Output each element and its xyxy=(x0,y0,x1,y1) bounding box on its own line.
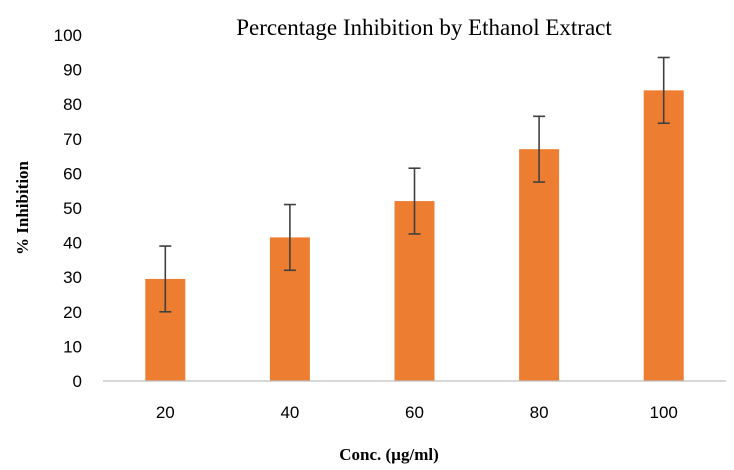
error-bars-group xyxy=(159,56,670,313)
x-tick-label: 60 xyxy=(405,403,424,422)
y-tick-label: 60 xyxy=(63,164,82,183)
y-tick-label: 70 xyxy=(63,130,82,149)
bar-80 xyxy=(519,149,560,381)
y-axis-label: % Inhibition xyxy=(13,160,32,255)
y-tick-label: 80 xyxy=(63,95,82,114)
x-tick-label: 40 xyxy=(280,403,299,422)
y-tick-label: 10 xyxy=(63,337,82,356)
x-axis-label: Conc. (µg/ml) xyxy=(339,445,439,464)
y-tick-label: 30 xyxy=(63,268,82,287)
error-bar-20 xyxy=(159,245,172,313)
x-tick-label: 20 xyxy=(156,403,175,422)
bar-100 xyxy=(643,90,684,382)
y-axis-ticks: 0 10 20 30 40 50 60 70 80 90 100 xyxy=(54,26,82,391)
y-tick-label: 0 xyxy=(73,372,82,391)
y-tick-label: 20 xyxy=(63,303,82,322)
x-tick-label: 100 xyxy=(650,403,678,422)
y-tick-label: 40 xyxy=(63,234,82,253)
x-tick-label: 80 xyxy=(530,403,549,422)
x-axis-ticks: 20 40 60 80 100 xyxy=(156,403,678,422)
error-bar-60 xyxy=(408,167,421,235)
error-bar-100 xyxy=(657,56,670,125)
bars-group xyxy=(145,90,684,382)
y-tick-label: 50 xyxy=(63,199,82,218)
error-bar-40 xyxy=(283,203,296,272)
y-tick-label: 100 xyxy=(54,26,82,45)
error-bar-80 xyxy=(533,115,546,183)
y-tick-label: 90 xyxy=(63,61,82,80)
chart-title: Percentage Inhibition by Ethanol Extract xyxy=(236,15,612,40)
